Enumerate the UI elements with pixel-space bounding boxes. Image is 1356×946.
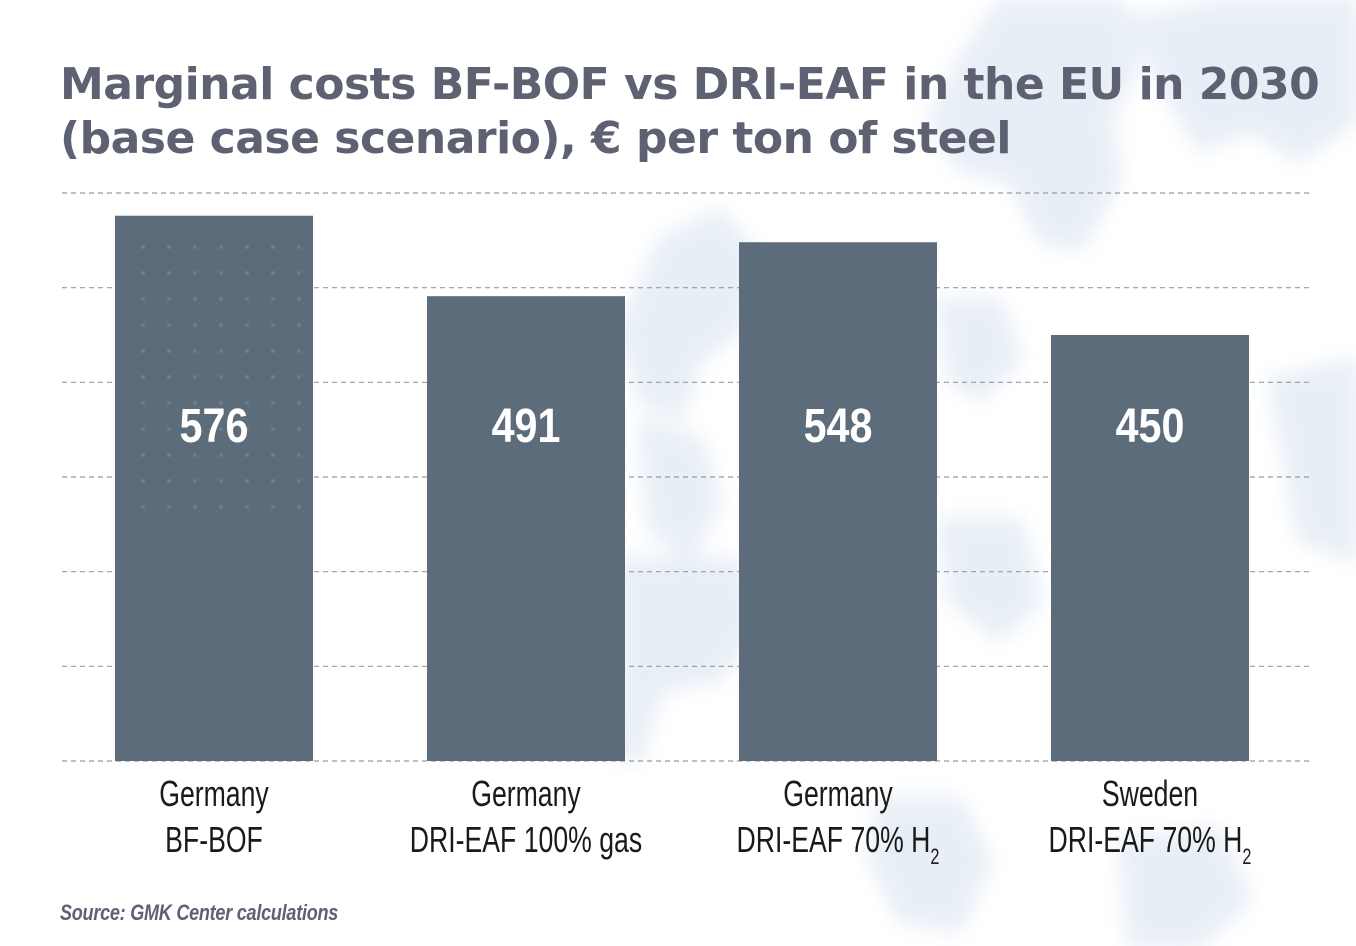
bar-value-label: 491 bbox=[492, 399, 561, 453]
category-label-line2: BF-BOF bbox=[165, 819, 263, 860]
category-label-line1: Germany bbox=[471, 773, 581, 814]
bar-dot-texture bbox=[121, 225, 307, 526]
bar bbox=[1051, 335, 1249, 761]
subscript: 2 bbox=[1242, 845, 1251, 870]
category-label-line1: Sweden bbox=[1102, 773, 1198, 814]
category-label-line2: DRI-EAF 70% H2 bbox=[737, 819, 940, 870]
bar bbox=[427, 296, 625, 761]
category-label-line1: Germany bbox=[159, 773, 269, 814]
category-label-line2: DRI-EAF 100% gas bbox=[410, 819, 642, 860]
category-labels: Germany BF-BOF Germany DRI-EAF 100% gas Germ… bbox=[159, 773, 1251, 870]
category-label-line2: DRI-EAF 70% H2 bbox=[1049, 819, 1252, 870]
category-label-line1: Germany bbox=[783, 773, 893, 814]
bars: 576 491 548 450 bbox=[115, 215, 1249, 762]
source-note: Source: GMK Center calculations bbox=[60, 900, 339, 925]
chart-title-line2: (base case scenario), € per ton of steel bbox=[60, 113, 1011, 164]
subscript: 2 bbox=[930, 845, 939, 870]
chart-title-line1: Marginal costs BF-BOF vs DRI-EAF in the … bbox=[60, 59, 1320, 110]
chart-title: Marginal costs BF-BOF vs DRI-EAF in the … bbox=[60, 58, 1320, 166]
bar-value-label: 576 bbox=[180, 399, 249, 453]
bar-value-label: 548 bbox=[804, 399, 873, 453]
bar bbox=[739, 242, 937, 761]
bar-value-label: 450 bbox=[1116, 399, 1185, 453]
